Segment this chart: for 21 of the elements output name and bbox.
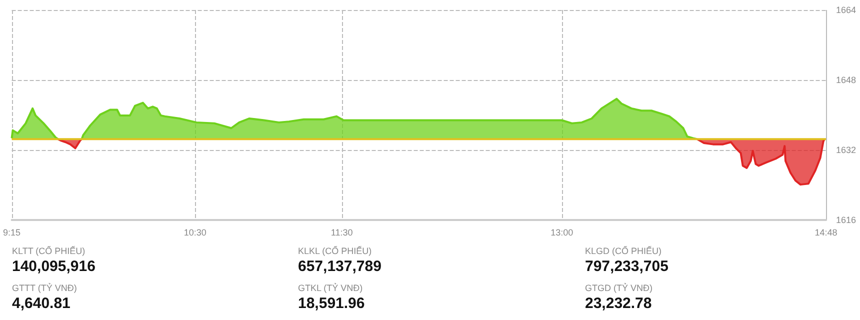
text: 4,640.81	[12, 295, 72, 312]
text: 23,232.78	[585, 295, 653, 312]
y-tick-label: 1616	[836, 215, 856, 225]
y-tick-label: 1632	[836, 145, 856, 155]
x-tick-label: 9:15	[2, 228, 21, 238]
x-tick-label: 13:00	[550, 228, 574, 238]
text: GTGD (TỶ VNĐ)	[585, 283, 654, 293]
x-tick-label: 14:48	[814, 228, 838, 238]
x-tick-label: 11:30	[330, 228, 353, 238]
text: 18,591.96	[298, 295, 366, 312]
text: KLGD (CỔ PHIẾU)	[585, 246, 663, 256]
text: 797,233,705	[585, 258, 670, 275]
text: 657,137,789	[298, 258, 382, 275]
text: KLTT (CỔ PHIẾU)	[12, 246, 86, 256]
y-tick-label: 1648	[836, 75, 856, 85]
text: GTTT (TỶ VNĐ)	[12, 283, 78, 293]
text: KLKL (CỔ PHIẾU)	[298, 246, 373, 256]
y-tick-label: 1664	[836, 5, 856, 15]
text: 140,095,916	[12, 258, 96, 275]
text: GTKL (TỶ VNĐ)	[298, 283, 364, 293]
x-tick-label: 10:30	[184, 228, 206, 238]
